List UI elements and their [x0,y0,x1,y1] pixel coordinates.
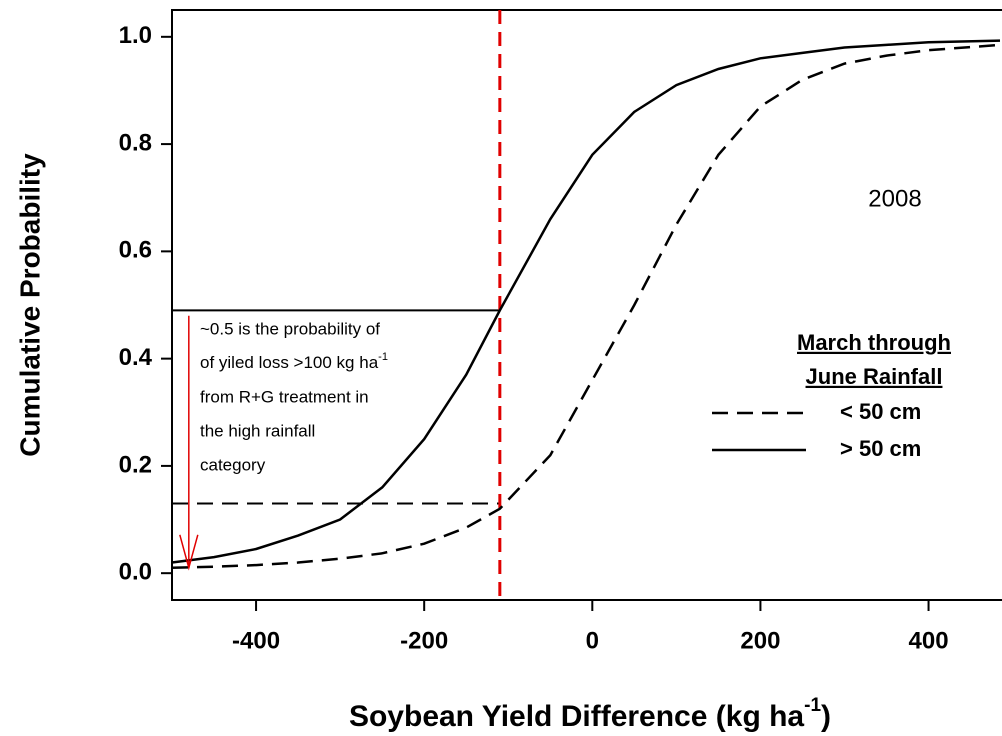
y-tick-label: 0.8 [119,129,152,156]
arrow-head [179,534,199,571]
x-axis-title-end: ) [821,700,831,733]
y-tick-label: 0.0 [119,559,152,586]
legend-label: > 50 cm [840,436,921,461]
annotation-sup: -1 [378,351,388,363]
y-tick-label: 0.2 [119,451,152,478]
legend-title: March through [797,330,951,355]
legend-label: < 50 cm [840,399,921,424]
y-tick-label: 1.0 [119,22,152,49]
y-tick-label: 0.6 [119,237,152,264]
legend-title: June Rainfall [806,364,943,389]
series-line [171,39,1001,564]
x-tick-label: -200 [400,627,448,654]
x-axis-title: Soybean Yield Difference (kg ha-1) [349,695,831,733]
x-tick-label: 0 [586,627,599,654]
y-tick-label: 0.4 [119,344,153,371]
x-tick-label: 200 [740,627,780,654]
y-axis-title: Cumulative Probability [14,153,45,457]
series-line [171,43,1001,570]
x-tick-label: -400 [232,627,280,654]
annotation-text-part: of yiled loss >100 kg ha [200,353,379,372]
annotation-text: the high rainfall [200,421,315,440]
annotation-text: of yiled loss >100 kg ha-1 [200,351,388,373]
annotation-text: from R+G treatment in [200,387,369,406]
year-label: 2008 [868,185,921,212]
x-axis-title-text: Soybean Yield Difference (kg ha [349,700,804,733]
annotation-text: category [200,455,266,474]
x-tick-label: 400 [909,627,949,654]
plot-frame [171,9,1002,601]
annotation-text: ~0.5 is the probability of [200,319,380,338]
x-axis-title-sup: -1 [804,695,821,716]
